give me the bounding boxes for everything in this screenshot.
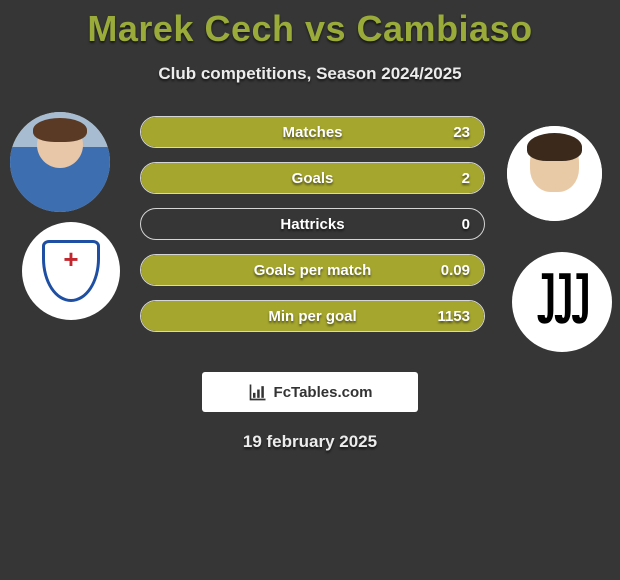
right-club-crest <box>512 252 612 352</box>
brand-badge: FcTables.com <box>202 372 418 412</box>
stat-bar: Matches23 <box>140 116 485 148</box>
stat-bar: Min per goal1153 <box>140 300 485 332</box>
right-player-avatar <box>507 126 602 221</box>
stat-bar: Goals2 <box>140 162 485 194</box>
left-club-crest <box>22 222 120 320</box>
stat-label: Hattricks <box>141 209 484 239</box>
stat-label: Goals per match <box>141 255 484 285</box>
stat-right-value: 23 <box>453 117 470 147</box>
stat-bar: Hattricks0 <box>140 208 485 240</box>
page-title: Marek Cech vs Cambiaso <box>0 8 620 50</box>
stat-bar: Goals per match0.09 <box>140 254 485 286</box>
subtitle: Club competitions, Season 2024/2025 <box>0 64 620 84</box>
stat-label: Matches <box>141 117 484 147</box>
stat-bars: Matches23 Goals2 Hattricks0 Goals per match… <box>140 116 485 346</box>
chart-icon <box>248 382 268 402</box>
stat-right-value: 0.09 <box>441 255 470 285</box>
stat-label: Min per goal <box>141 301 484 331</box>
stat-right-value: 2 <box>462 163 470 193</box>
left-player-avatar <box>10 112 110 212</box>
stat-right-value: 0 <box>462 209 470 239</box>
comparison-area: Matches23 Goals2 Hattricks0 Goals per match… <box>0 112 620 352</box>
footer-date: 19 february 2025 <box>0 432 620 452</box>
stat-right-value: 1153 <box>437 301 470 331</box>
stat-label: Goals <box>141 163 484 193</box>
brand-text: FcTables.com <box>274 384 373 401</box>
